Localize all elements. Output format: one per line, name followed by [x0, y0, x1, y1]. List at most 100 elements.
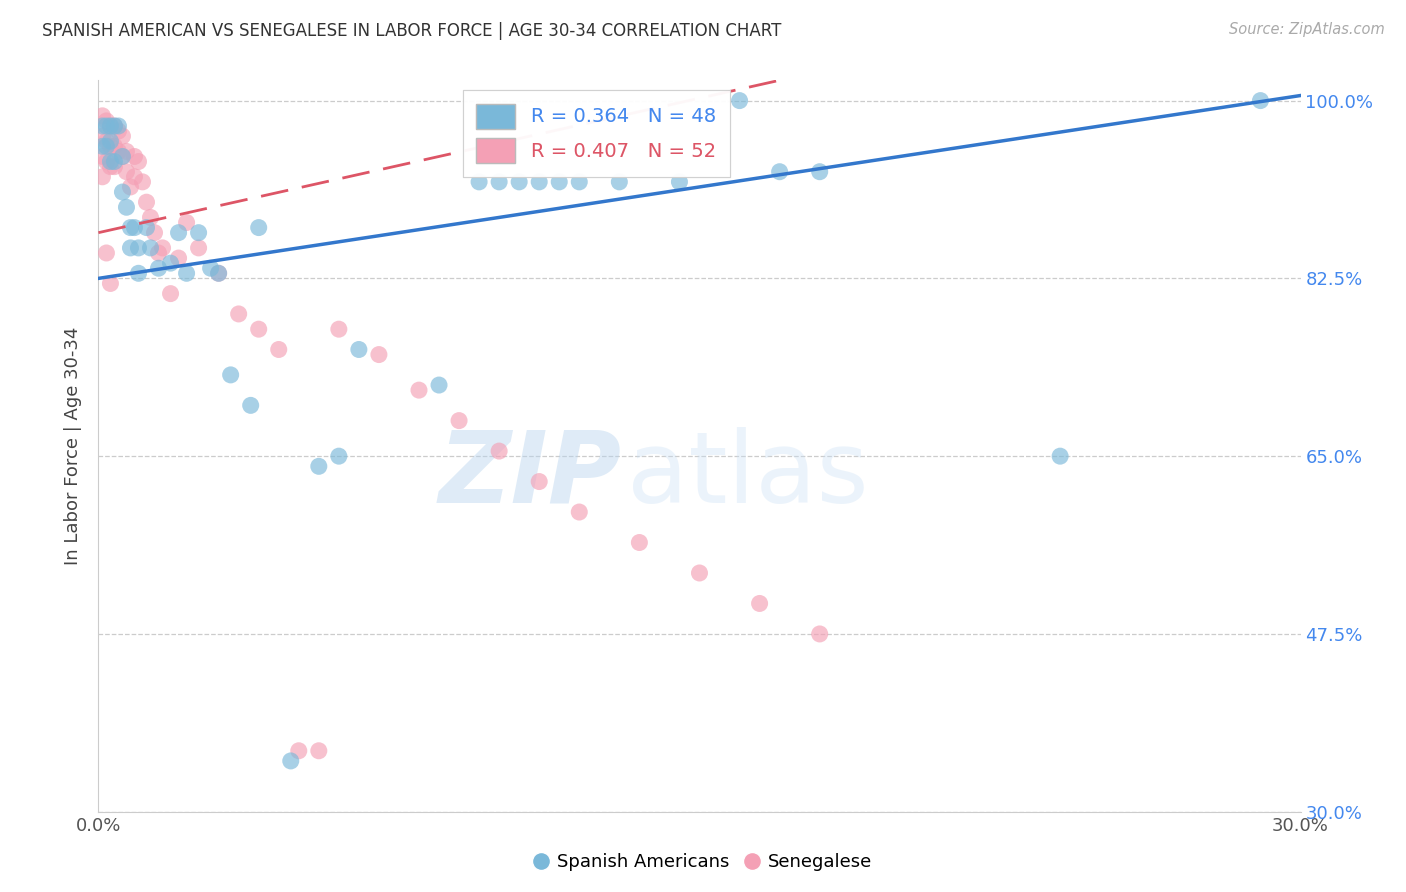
- Legend: R = 0.364   N = 48, R = 0.407   N = 52: R = 0.364 N = 48, R = 0.407 N = 52: [463, 90, 730, 177]
- Point: [135, 195, 157, 210]
- Point: [115, 200, 138, 214]
- Point: [548, 175, 571, 189]
- Point: [808, 627, 831, 641]
- Point: [103, 160, 125, 174]
- Point: [96, 139, 118, 153]
- Point: [728, 94, 751, 108]
- Point: [280, 754, 302, 768]
- Point: [131, 175, 153, 189]
- Point: [103, 119, 125, 133]
- Legend: Spanish Americans, Senegalese: Spanish Americans, Senegalese: [527, 847, 879, 879]
- Point: [103, 139, 125, 153]
- Point: [111, 149, 134, 163]
- Point: [139, 211, 162, 225]
- Point: [408, 383, 430, 397]
- Point: [100, 119, 122, 133]
- Point: [128, 154, 150, 169]
- Point: [111, 129, 134, 144]
- Point: [100, 277, 122, 291]
- Point: [139, 241, 162, 255]
- Point: [308, 459, 330, 474]
- Point: [91, 119, 114, 133]
- Point: [103, 119, 125, 133]
- Point: [328, 322, 350, 336]
- Point: [247, 322, 270, 336]
- Point: [159, 286, 181, 301]
- Point: [107, 124, 129, 138]
- Point: [328, 449, 350, 463]
- Point: [96, 119, 118, 133]
- Point: [689, 566, 711, 580]
- Point: [219, 368, 242, 382]
- Point: [1250, 94, 1272, 108]
- Point: [529, 175, 551, 189]
- Text: atlas: atlas: [627, 426, 869, 524]
- Point: [91, 169, 114, 184]
- Point: [368, 347, 391, 362]
- Point: [288, 744, 311, 758]
- Y-axis label: In Labor Force | Age 30-34: In Labor Force | Age 30-34: [65, 326, 83, 566]
- Point: [447, 414, 470, 428]
- Point: [347, 343, 370, 357]
- Point: [115, 164, 138, 178]
- Point: [427, 378, 450, 392]
- Point: [239, 398, 262, 412]
- Point: [100, 160, 122, 174]
- Text: ZIP: ZIP: [439, 426, 621, 524]
- Point: [187, 226, 209, 240]
- Text: SPANISH AMERICAN VS SENEGALESE IN LABOR FORCE | AGE 30-34 CORRELATION CHART: SPANISH AMERICAN VS SENEGALESE IN LABOR …: [42, 22, 782, 40]
- Point: [107, 145, 129, 159]
- Point: [208, 266, 231, 280]
- Point: [111, 149, 134, 163]
- Point: [668, 175, 690, 189]
- Point: [96, 114, 118, 128]
- Point: [100, 154, 122, 169]
- Point: [91, 109, 114, 123]
- Point: [228, 307, 250, 321]
- Point: [568, 175, 591, 189]
- Point: [769, 164, 792, 178]
- Point: [107, 119, 129, 133]
- Point: [247, 220, 270, 235]
- Point: [91, 149, 114, 163]
- Point: [111, 185, 134, 199]
- Point: [120, 220, 142, 235]
- Point: [103, 154, 125, 169]
- Point: [208, 266, 231, 280]
- Point: [124, 169, 146, 184]
- Point: [267, 343, 290, 357]
- Point: [91, 129, 114, 144]
- Text: Source: ZipAtlas.com: Source: ZipAtlas.com: [1229, 22, 1385, 37]
- Point: [176, 266, 198, 280]
- Point: [609, 175, 631, 189]
- Point: [128, 266, 150, 280]
- Point: [128, 241, 150, 255]
- Point: [628, 535, 651, 549]
- Point: [115, 145, 138, 159]
- Point: [167, 251, 190, 265]
- Point: [200, 261, 222, 276]
- Point: [152, 241, 174, 255]
- Point: [124, 220, 146, 235]
- Point: [135, 220, 157, 235]
- Point: [308, 744, 330, 758]
- Point: [143, 226, 166, 240]
- Point: [176, 215, 198, 229]
- Point: [748, 597, 770, 611]
- Point: [508, 175, 530, 189]
- Point: [96, 134, 118, 148]
- Point: [468, 175, 491, 189]
- Point: [529, 475, 551, 489]
- Point: [124, 149, 146, 163]
- Point: [808, 164, 831, 178]
- Point: [488, 444, 510, 458]
- Point: [568, 505, 591, 519]
- Point: [148, 261, 170, 276]
- Point: [91, 139, 114, 153]
- Point: [488, 175, 510, 189]
- Point: [148, 246, 170, 260]
- Point: [120, 180, 142, 194]
- Point: [1049, 449, 1071, 463]
- Point: [96, 246, 118, 260]
- Point: [120, 241, 142, 255]
